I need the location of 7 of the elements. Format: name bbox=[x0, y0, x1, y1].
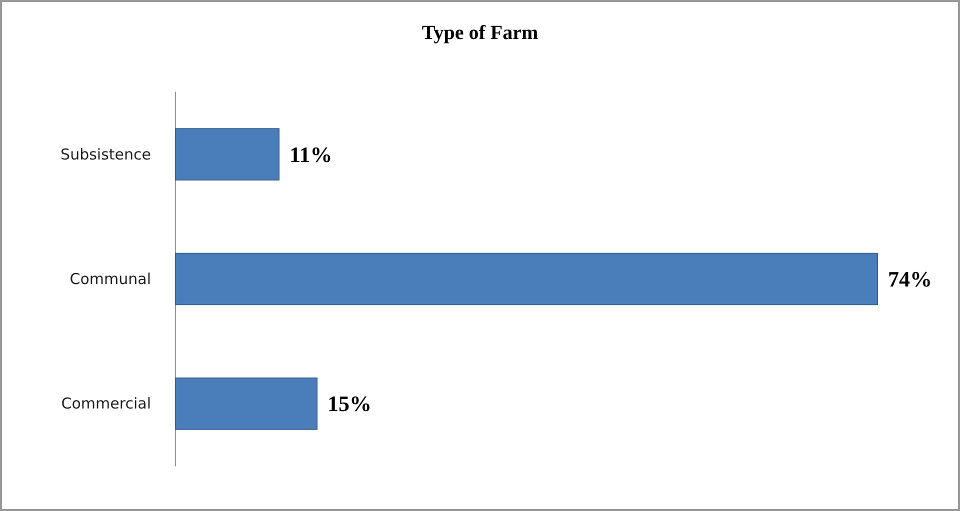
y-tick-label: Subsistence bbox=[60, 145, 151, 164]
y-tick-label: Communal bbox=[70, 270, 151, 288]
data-label: 11% bbox=[290, 142, 332, 167]
data-label: 74% bbox=[888, 266, 932, 292]
y-tick-label: Commercial bbox=[61, 394, 151, 413]
data-label: 15% bbox=[328, 391, 372, 416]
chart-title: Type of Farm bbox=[422, 22, 538, 44]
